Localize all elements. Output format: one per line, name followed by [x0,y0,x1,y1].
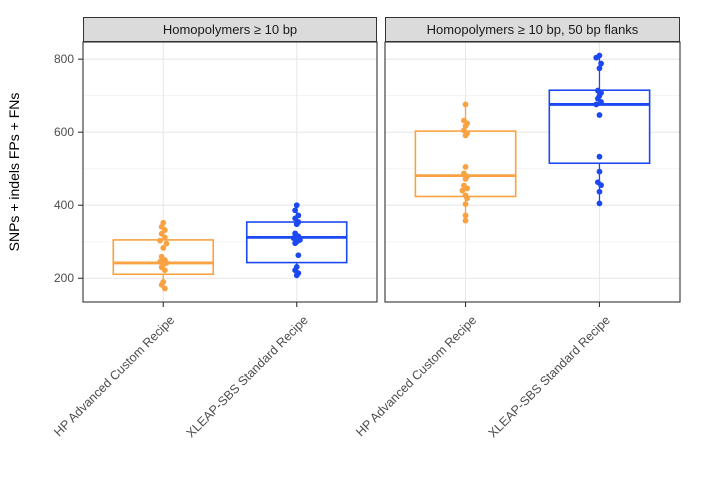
data-point [292,207,299,214]
data-point [596,65,603,72]
data-point [462,212,469,219]
data-point [293,221,300,228]
facet-title-left: Homopolymers ≥ 10 bp [162,22,298,37]
y-tick-label-800: 800 [53,52,74,66]
data-point [462,176,469,182]
y-tick-label-600: 600 [53,125,74,139]
panel-border [82,41,378,303]
data-point [593,54,600,61]
data-point [596,200,603,207]
data-point [462,101,469,108]
data-point [596,153,603,160]
data-point [163,240,170,247]
y-tick-label-200: 200 [53,271,74,285]
data-point [160,245,167,251]
facet-panel-0 [82,41,378,307]
boxplot-group-1 [548,52,651,207]
data-point [462,132,469,139]
data-point [596,188,603,195]
boxplot-group-0 [414,101,517,224]
data-point [161,267,168,274]
data-point [462,163,469,170]
facet-strip-left: Homopolymers ≥ 10 bp [83,17,377,42]
data-point [598,98,604,105]
data-point [462,201,469,208]
data-point [598,60,604,67]
data-point [459,187,466,194]
facet-title-right: Homopolymers ≥ 10 bp, 50 bp flanks [426,22,639,37]
data-point [593,101,600,108]
data-point [598,182,604,189]
data-point [596,168,603,175]
data-point [293,202,300,209]
data-point [464,185,471,192]
data-point [462,217,469,224]
panel-border [384,41,681,303]
data-point [596,112,603,118]
data-point [464,195,471,202]
data-point [161,285,168,292]
data-point [157,237,163,244]
y-tick-label-400: 400 [53,198,74,212]
data-point [293,272,300,279]
facet-panel-1 [384,41,681,307]
boxplot-group-0 [112,219,215,292]
y-axis-title: SNPs + indels FPs + FNs [6,92,22,252]
data-point [161,234,168,241]
boxplot-group-1 [245,202,348,279]
data-point [295,252,302,259]
facet-strip-right: Homopolymers ≥ 10 bp, 50 bp flanks [385,17,680,42]
data-point [292,240,299,247]
data-point [462,123,469,129]
